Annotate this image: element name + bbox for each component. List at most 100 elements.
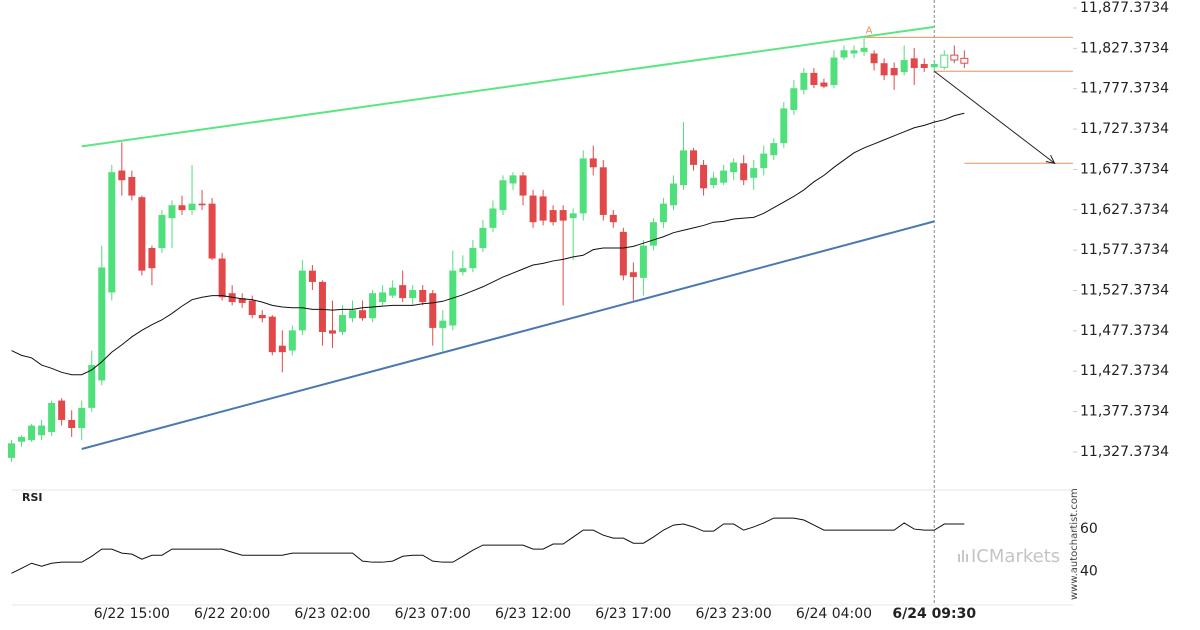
- candle-body: [168, 205, 176, 219]
- y-tick-label: 11,777.3734: [1080, 81, 1169, 97]
- candle-body: [258, 315, 266, 319]
- candle-body: [288, 330, 296, 351]
- logo-icon: [958, 550, 968, 562]
- candle-body: [529, 195, 537, 223]
- y-tick-label: 11,827.3734: [1080, 40, 1169, 56]
- candle-body: [579, 158, 587, 214]
- y-tick-label: 11,727.3734: [1080, 121, 1169, 137]
- candle-body: [369, 293, 377, 319]
- candle-body: [419, 289, 427, 303]
- candle-body: [830, 57, 838, 85]
- candle-body: [649, 222, 657, 246]
- x-tick-label: 6/23 17:00: [595, 606, 671, 622]
- candle-body: [900, 59, 908, 73]
- logo: ICMarkets: [971, 546, 1060, 567]
- candle-body: [479, 227, 487, 249]
- y-tick-label: 11,377.3734: [1080, 404, 1169, 420]
- candle-body: [78, 407, 86, 429]
- candle-body: [810, 72, 818, 85]
- candle-body: [780, 108, 788, 144]
- candle-body: [278, 345, 286, 353]
- x-tick-label: 6/24 04:00: [796, 606, 872, 622]
- candle-body: [519, 175, 527, 196]
- candle-body: [298, 270, 306, 331]
- candle-body: [328, 330, 336, 334]
- y-tick-label: 11,427.3734: [1080, 363, 1169, 379]
- candle-body: [549, 210, 557, 223]
- candle-body: [469, 248, 477, 269]
- candle-body: [820, 82, 828, 87]
- candle-body: [18, 436, 26, 442]
- candle-body: [609, 214, 617, 223]
- candle-body: [740, 163, 748, 181]
- candle-body: [389, 287, 397, 296]
- candle-body: [539, 196, 547, 221]
- forecast-arrow: [933, 70, 1055, 164]
- candle-body: [730, 162, 738, 173]
- candle-body: [248, 300, 256, 316]
- candle-body: [208, 203, 216, 259]
- candle-body: [188, 203, 196, 211]
- candle-body: [880, 63, 888, 76]
- candle-body: [429, 293, 437, 328]
- candle-body: [98, 267, 106, 381]
- candle-body: [840, 50, 848, 58]
- watermark: www.autochartist.com: [1069, 488, 1080, 600]
- moving-average: [11, 112, 965, 376]
- candle-body: [710, 177, 718, 186]
- candle-body: [850, 50, 858, 54]
- candle-body: [48, 402, 56, 433]
- candle-body: [499, 180, 507, 211]
- candle-body: [338, 315, 346, 332]
- candle-body: [659, 203, 667, 223]
- rsi-title: RSI: [22, 491, 43, 504]
- candle-body: [770, 143, 778, 156]
- candle-body: [870, 53, 878, 64]
- candle-body: [68, 419, 76, 429]
- candle-body: [399, 285, 407, 299]
- y-tick-label: 11,477.3734: [1080, 323, 1169, 339]
- candle-body: [760, 153, 768, 169]
- candle-body: [58, 400, 66, 420]
- candle-body: [118, 170, 126, 181]
- candle-body: [680, 150, 688, 186]
- candle-body: [509, 175, 517, 184]
- channel-lower: [81, 220, 935, 450]
- x-tick-label: 6/23 23:00: [696, 606, 772, 622]
- candle-body: [8, 443, 15, 458]
- candle-body: [950, 54, 959, 61]
- x-tick-label: 6/23 07:00: [395, 606, 471, 622]
- candle-body: [379, 292, 387, 303]
- x-tick-label: 6/22 20:00: [194, 606, 270, 622]
- candle-body: [359, 310, 367, 319]
- candle-body: [409, 289, 417, 299]
- y-tick-label: 11,327.3734: [1080, 444, 1169, 460]
- candle-body: [178, 205, 186, 211]
- candle-body: [690, 150, 698, 165]
- candle-body: [629, 272, 637, 278]
- candle-body: [459, 268, 467, 273]
- rsi-tick-label: 40: [1080, 563, 1098, 579]
- y-tick-label: 11,577.3734: [1080, 242, 1169, 258]
- candle-body: [750, 168, 758, 178]
- candle-body: [569, 213, 577, 219]
- candle-body: [860, 47, 868, 52]
- candle-body: [619, 231, 627, 276]
- candle-body: [599, 167, 607, 215]
- candle-body: [198, 203, 206, 206]
- rsi-tick-label: 60: [1080, 521, 1098, 537]
- channel-upper: [81, 25, 935, 148]
- candle-body: [349, 310, 357, 319]
- candle-body: [318, 281, 326, 332]
- x-tick-label: 6/23 12:00: [495, 606, 571, 622]
- y-tick-label: 11,527.3734: [1080, 283, 1169, 299]
- y-tick-label: 11,677.3734: [1080, 161, 1169, 177]
- candle-body: [238, 298, 246, 303]
- candle-body: [268, 316, 276, 353]
- candle-body: [88, 365, 96, 408]
- forecast-arrow-head: [1045, 155, 1056, 164]
- candle-body: [128, 177, 136, 196]
- candle-body: [158, 214, 166, 249]
